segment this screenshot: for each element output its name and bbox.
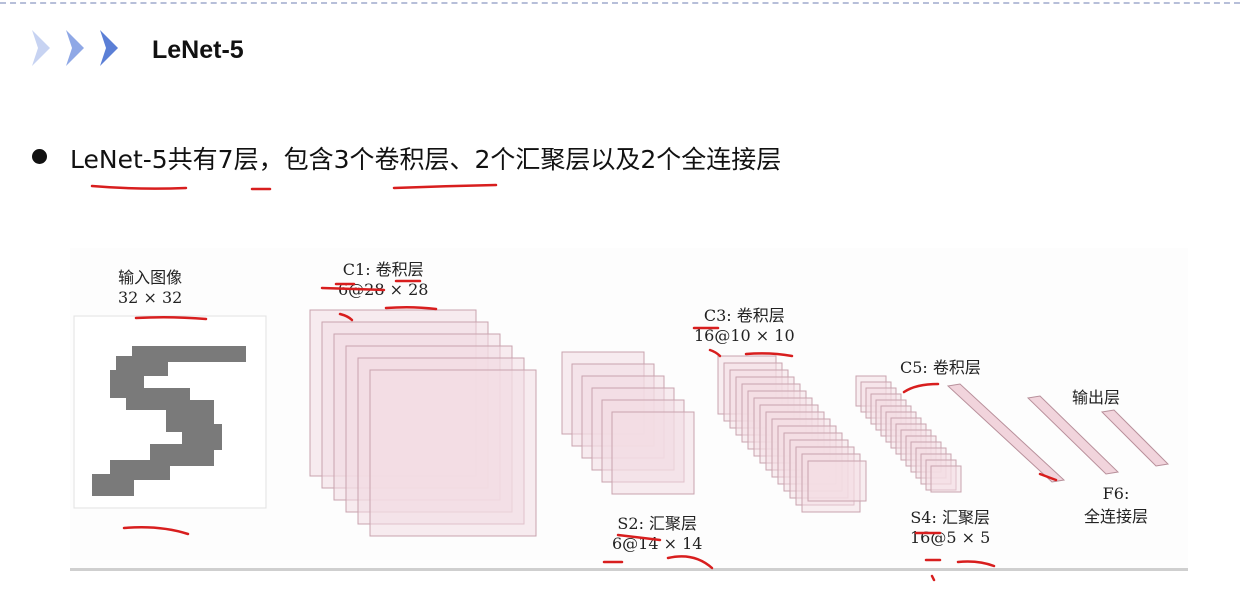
f6-vector bbox=[1026, 395, 1120, 475]
c5-vector bbox=[946, 383, 1066, 483]
f6-label: F6: 全连接层 bbox=[1084, 484, 1149, 526]
c1-label: C1: 卷积层 6@28 × 28 bbox=[338, 260, 429, 299]
output-label: 输出层 bbox=[1072, 388, 1121, 407]
s4-label: S4: 汇聚层 16@5 × 5 bbox=[910, 508, 991, 547]
chevron-icons bbox=[32, 30, 118, 66]
ink-stroke bbox=[392, 183, 498, 190]
s2-feature-maps bbox=[561, 351, 695, 495]
c5-label: C5: 卷积层 bbox=[900, 358, 981, 377]
diagram-canvas bbox=[73, 309, 1170, 537]
digit-five bbox=[92, 346, 246, 496]
bullet-text: LeNet-5共有7层，包含3个卷积层、2个汇聚层以及2个全连接层 bbox=[70, 145, 782, 174]
c1-feature-maps bbox=[309, 309, 537, 537]
c3-label: C3: 卷积层 16@10 × 10 bbox=[694, 306, 795, 345]
bullet-dot bbox=[32, 149, 47, 164]
chevron-icon bbox=[100, 30, 118, 66]
lenet-diagram: 输入图像 32 × 32 C1: 卷积层 6@28 × 28 C3: 卷积层 1… bbox=[70, 248, 1188, 571]
input-label: 输入图像 32 × 32 bbox=[118, 268, 183, 307]
output-vector bbox=[1100, 409, 1170, 467]
chevron-icon bbox=[32, 30, 50, 66]
c3-feature-maps bbox=[717, 355, 867, 513]
slide-title: LeNet-5 bbox=[152, 36, 244, 64]
top-dashed-rule bbox=[0, 2, 1240, 4]
ink-stroke bbox=[930, 574, 936, 582]
ink-stroke bbox=[90, 184, 188, 190]
chevron-icon bbox=[66, 30, 84, 66]
s4-feature-maps bbox=[855, 375, 962, 493]
s2-label: S2: 汇聚层 6@14 × 14 bbox=[612, 514, 703, 553]
